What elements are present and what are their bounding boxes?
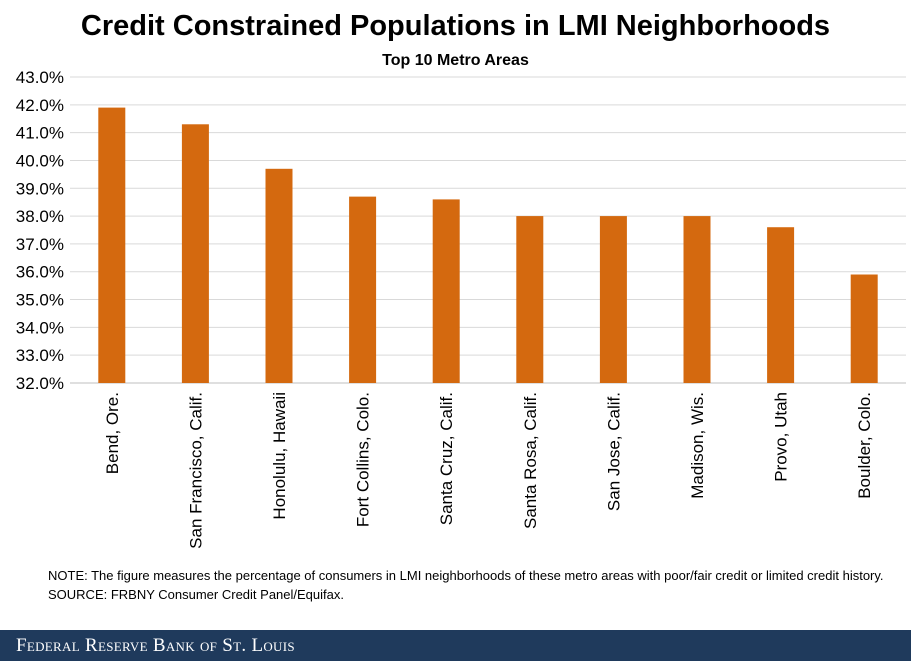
x-category-label: Santa Rosa, Calif.	[521, 392, 540, 529]
bar	[265, 168, 293, 383]
chart-notes: NOTE: The figure measures the percentage…	[48, 566, 898, 604]
bar	[98, 107, 126, 383]
bar	[599, 216, 627, 383]
bar	[432, 199, 460, 383]
x-category-label: San Francisco, Calif.	[186, 392, 205, 549]
y-tick-label: 39.0%	[16, 179, 64, 198]
bar	[767, 227, 795, 383]
y-tick-label: 36.0%	[16, 263, 64, 282]
gridlines	[70, 76, 906, 384]
x-category-label: Madison, Wis.	[688, 392, 707, 499]
bar	[181, 124, 209, 384]
chart-subtitle: Top 10 Metro Areas	[382, 52, 529, 69]
x-category-label: Fort Collins, Colo.	[354, 392, 373, 527]
y-tick-label: 40.0%	[16, 151, 64, 170]
x-category-label: Bend, Ore.	[103, 392, 122, 474]
x-category-label: Santa Cruz, Calif.	[437, 392, 456, 525]
x-category-label: Provo, Utah	[772, 392, 791, 482]
x-axis-labels: Bend, Ore. San Francisco, Calif. Honolulu,…	[103, 392, 874, 549]
footer-logo-text: Federal Reserve Bank of St. Louis	[16, 635, 295, 656]
y-tick-label: 32.0%	[16, 374, 64, 393]
bar	[683, 216, 711, 383]
y-tick-label: 37.0%	[16, 235, 64, 254]
bar-chart: 32.0% 33.0% 34.0% 35.0% 36.0% 37.0% 38.0% 39.0%…	[16, 68, 906, 549]
x-category-label: San Jose, Calif.	[604, 392, 623, 511]
y-tick-label: 38.0%	[16, 207, 64, 226]
footer-bar: Federal Reserve Bank of St. Louis	[0, 630, 911, 661]
y-tick-label: 42.0%	[16, 96, 64, 115]
x-category-label: Boulder, Colo.	[855, 392, 874, 499]
bar	[349, 196, 377, 383]
note-text: NOTE: The figure measures the percentage…	[48, 568, 884, 583]
chart-title: Credit Constrained Populations in LMI Ne…	[80, 10, 831, 42]
x-category-label: Honolulu, Hawaii	[270, 392, 289, 520]
y-tick-label: 43.0%	[16, 68, 64, 87]
bar	[850, 274, 878, 383]
y-tick-label: 35.0%	[16, 291, 64, 310]
source-text: SOURCE: FRBNY Consumer Credit Panel/Equi…	[48, 587, 344, 602]
bars	[98, 107, 878, 384]
bar	[516, 216, 544, 383]
y-axis-ticks: 32.0% 33.0% 34.0% 35.0% 36.0% 37.0% 38.0% 39.0%…	[16, 68, 64, 393]
y-tick-label: 33.0%	[16, 346, 64, 365]
y-tick-label: 41.0%	[16, 124, 64, 143]
y-tick-label: 34.0%	[16, 318, 64, 337]
